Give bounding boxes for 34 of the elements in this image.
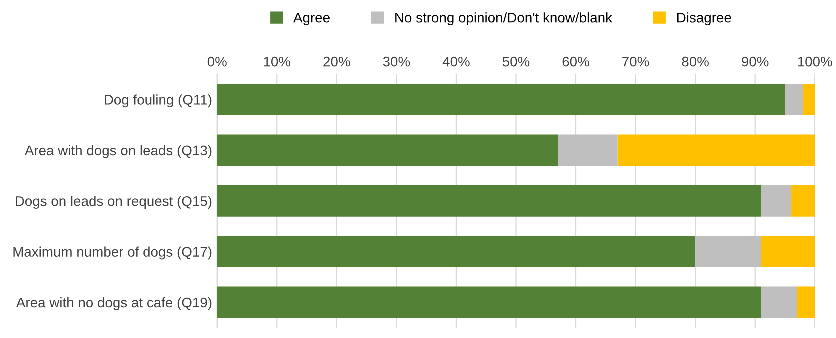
bar xyxy=(791,185,816,217)
y-tick-label: Dog fouling (Q11) xyxy=(105,94,212,108)
legend-label: Agree xyxy=(294,13,330,26)
bar xyxy=(217,185,762,217)
y-tick-label: Maximum number of dogs (Q17) xyxy=(14,246,212,260)
bar xyxy=(618,134,816,166)
x-tick-label: 20% xyxy=(324,56,350,67)
bar xyxy=(797,286,816,318)
x-tick-label: 50% xyxy=(502,56,530,67)
bar xyxy=(761,286,798,318)
bar xyxy=(558,134,618,166)
legend-label: No strong opinion/Don't know/blank xyxy=(396,12,613,26)
bar xyxy=(785,84,804,116)
x-tick-label: 80% xyxy=(682,56,709,67)
x-tick-label: 30% xyxy=(383,56,410,67)
x-tick-label: 0% xyxy=(208,56,227,67)
bar xyxy=(696,236,762,268)
bar xyxy=(217,134,558,166)
x-tick-label: 60% xyxy=(562,56,590,67)
bar xyxy=(761,185,792,217)
x-tick-label: 40% xyxy=(442,56,470,67)
x-tick-label: 90% xyxy=(742,56,769,67)
y-tick-label: Dogs on leads on request (Q15) xyxy=(16,196,212,210)
bar xyxy=(761,236,816,268)
bar xyxy=(217,236,696,268)
x-tick-label: 10% xyxy=(264,56,291,67)
y-tick-label: Area with dogs on leads (Q13) xyxy=(24,145,212,158)
bar xyxy=(803,84,816,116)
x-tick-label: 70% xyxy=(622,56,650,67)
bar xyxy=(217,286,762,318)
bar xyxy=(217,84,786,116)
legend-label: Disagree xyxy=(678,12,732,26)
x-tick-label: 100% xyxy=(798,56,832,67)
y-tick-label: Area with no dogs at cafe (Q19) xyxy=(16,297,212,310)
